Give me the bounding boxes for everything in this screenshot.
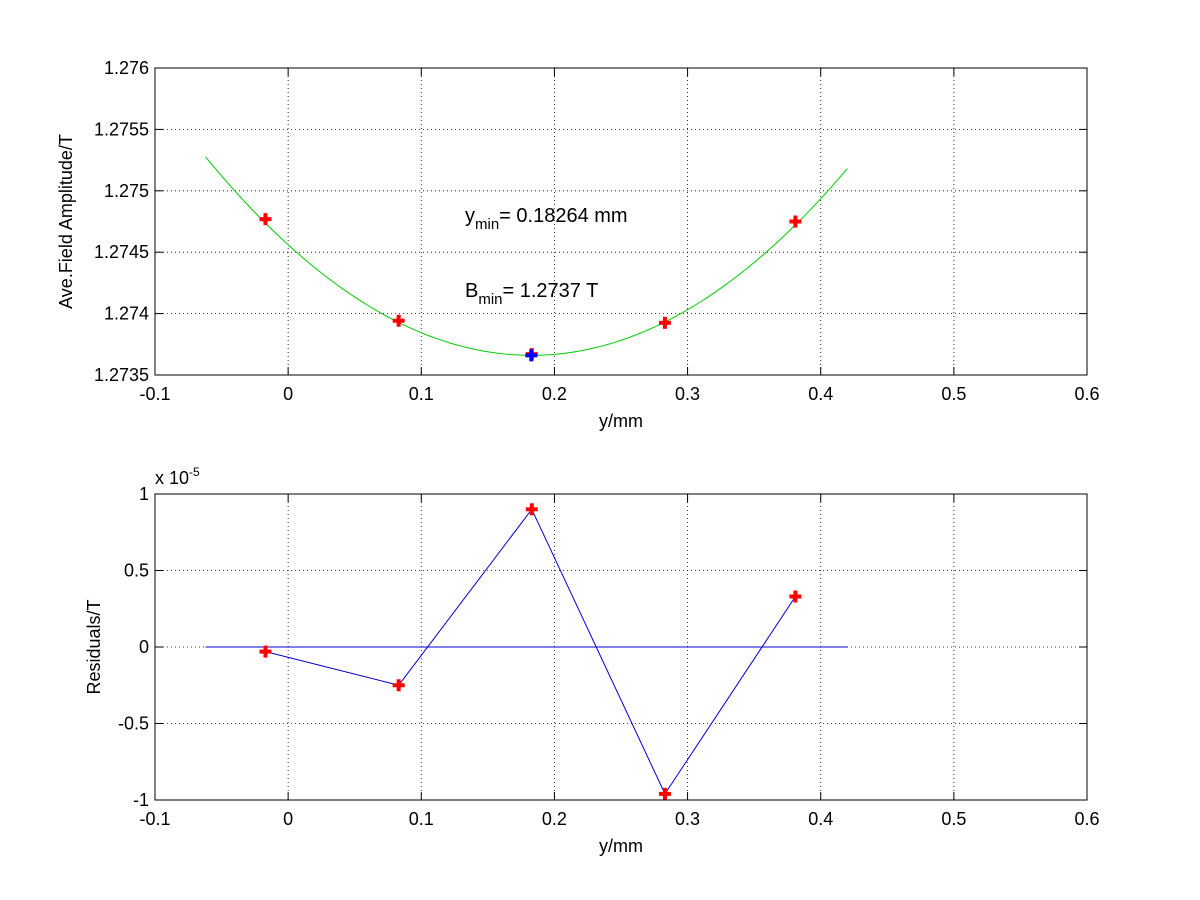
minimum-point-marker xyxy=(525,349,538,362)
y-tick-label: 1 xyxy=(139,484,149,504)
bottom-x-axis-label: y/mm xyxy=(599,836,643,856)
bmin-annotation-main: B xyxy=(465,280,478,302)
top-y-axis-label: Ave.Field Amplitude/T xyxy=(56,134,76,309)
x-tick-label: 0.5 xyxy=(941,384,966,404)
y-tick-label: 1.275 xyxy=(104,181,149,201)
exponent-power: -5 xyxy=(189,465,200,479)
bmin-annotation-subscript: min xyxy=(478,291,502,308)
x-tick-label: 0 xyxy=(283,809,293,829)
x-tick-label: 0.3 xyxy=(675,384,700,404)
bottom-series xyxy=(205,503,848,800)
y-tick-label: 1.274 xyxy=(104,304,149,324)
residual-point-marker xyxy=(658,787,671,800)
ymin-annotation: ymin= 0.18264 mm xyxy=(465,205,628,233)
x-tick-label: 0.6 xyxy=(1074,809,1099,829)
bottom-ticks: -0.1 0 0.1 0.2 0.3 0.4 0.5 0.6 -1 -0.5 0 0.5 1 xyxy=(118,484,1100,829)
exponent-base: x 10 xyxy=(155,468,189,488)
x-tick-label: 0.2 xyxy=(542,809,567,829)
ymin-annotation-subscript: min xyxy=(475,216,499,233)
residual-point-marker xyxy=(392,679,405,692)
x-tick-label: 0.4 xyxy=(808,384,833,404)
top-x-axis-label: y/mm xyxy=(599,411,643,431)
y-tick-label: 1.2745 xyxy=(94,242,149,262)
residual-point-marker xyxy=(259,645,272,658)
x-tick-label: 0.1 xyxy=(409,809,434,829)
bottom-y-axis-label: Residuals/T xyxy=(84,599,104,694)
x-tick-label: -0.1 xyxy=(139,809,170,829)
y-tick-label: -1 xyxy=(133,790,149,810)
top-plot-area xyxy=(155,68,1087,375)
ymin-annotation-value: = 0.18264 mm xyxy=(499,205,627,227)
residual-point-marker xyxy=(525,503,538,516)
ymin-annotation-main: y xyxy=(465,205,475,227)
x-tick-label: 0.5 xyxy=(941,809,966,829)
y-tick-label: -0.5 xyxy=(118,714,149,734)
bmin-annotation-value: = 1.2737 T xyxy=(503,280,599,302)
top-series xyxy=(205,156,848,362)
data-point-marker xyxy=(658,316,671,329)
y-tick-label: 0.5 xyxy=(124,561,149,581)
data-point-marker xyxy=(789,215,802,228)
exponent-label: x 10-5 xyxy=(155,465,200,488)
data-point-marker xyxy=(392,314,405,327)
x-tick-label: 0.3 xyxy=(675,809,700,829)
x-tick-label: 0.4 xyxy=(808,809,833,829)
bmin-annotation: Bmin= 1.2737 T xyxy=(465,280,598,308)
bottom-axes: -0.1 0 0.1 0.2 0.3 0.4 0.5 0.6-1-0.500.51 y/mm … xyxy=(84,465,1100,856)
x-tick-label: 0.2 xyxy=(542,384,567,404)
y-tick-label: 1.2735 xyxy=(94,365,149,385)
residual-point-marker xyxy=(789,590,802,603)
x-tick-label: -0.1 xyxy=(139,384,170,404)
top-axes: -0.1 0 0.1 0.2 0.3 0.4 0.5 0.6 1.2735 1.274 1.2745… xyxy=(56,58,1100,431)
top-ticks: -0.1 0 0.1 0.2 0.3 0.4 0.5 0.6 1.2735 1.274 1.2745… xyxy=(94,58,1100,404)
x-tick-label: 0.6 xyxy=(1074,384,1099,404)
top-grid xyxy=(155,68,1087,375)
data-point-marker xyxy=(259,213,272,226)
top-axes-frame xyxy=(154,67,1088,376)
y-tick-label: 0 xyxy=(139,637,149,657)
y-tick-label: 1.276 xyxy=(104,58,149,78)
x-tick-label: 0.1 xyxy=(409,384,434,404)
y-tick-label: 1.2755 xyxy=(94,119,149,139)
x-tick-label: 0 xyxy=(283,384,293,404)
